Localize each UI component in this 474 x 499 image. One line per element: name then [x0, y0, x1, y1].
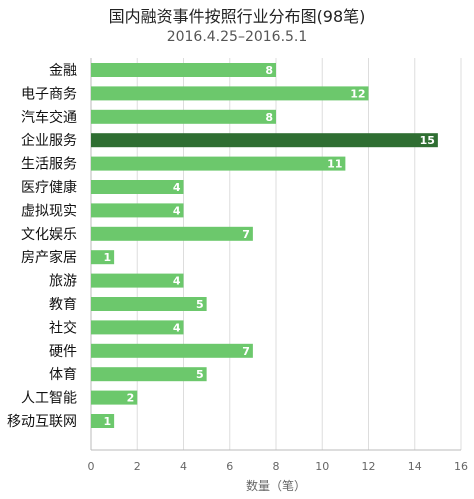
- x-axis-label: 数量（笔）: [246, 478, 306, 493]
- bar: [91, 297, 207, 311]
- bar: [91, 273, 184, 288]
- category-label: 社交: [49, 319, 77, 336]
- category-label: 生活服务: [21, 157, 77, 173]
- data-label: 1: [103, 415, 111, 428]
- bar: [91, 133, 438, 148]
- data-label: 15: [420, 134, 435, 147]
- data-label: 12: [350, 87, 365, 100]
- category-label: 文化娱乐: [21, 227, 77, 243]
- data-label: 8: [265, 64, 273, 77]
- category-label: 体育: [49, 367, 77, 383]
- x-tick-label: 0: [88, 460, 95, 473]
- category-labels: 金融电子商务汽车交通企业服务生活服务医疗健康虚拟现实文化娱乐房产家居旅游教育社交…: [7, 63, 77, 430]
- category-label: 教育: [49, 297, 77, 313]
- bar: [91, 180, 184, 194]
- category-label: 汽车交通: [21, 109, 77, 126]
- data-label: 7: [242, 228, 250, 241]
- category-label: 企业服务: [21, 132, 77, 149]
- data-label: 11: [327, 158, 342, 171]
- x-tick-label: 12: [362, 460, 376, 473]
- chart-title: 国内融资事件按照行业分布图(98笔): [109, 7, 366, 26]
- x-tick-label: 16: [454, 460, 468, 473]
- bar: [91, 320, 184, 335]
- data-label: 4: [173, 275, 181, 288]
- x-tick-label: 14: [408, 460, 422, 473]
- category-label: 房产家居: [21, 249, 77, 266]
- data-label: 7: [242, 345, 250, 358]
- category-label: 旅游: [49, 274, 77, 290]
- bar: [91, 226, 253, 241]
- x-tick-label: 6: [226, 460, 233, 473]
- category-label: 移动互联网: [7, 414, 77, 430]
- data-label: 4: [173, 204, 181, 217]
- data-label: 4: [173, 321, 181, 334]
- x-tick-labels: 0 2 4 6 8 10 12 14 16: [88, 460, 469, 473]
- category-label: 虚拟现实: [21, 203, 77, 219]
- bar: [91, 343, 253, 358]
- bar: [91, 63, 276, 77]
- data-label: 8: [265, 111, 273, 124]
- bar: [91, 390, 138, 405]
- bar: [91, 250, 115, 265]
- bar: [91, 203, 184, 218]
- x-tick-label: 10: [315, 460, 329, 473]
- bar: [91, 414, 115, 428]
- data-label: 2: [127, 392, 135, 405]
- bar: [91, 86, 369, 101]
- data-label: 5: [196, 368, 204, 381]
- category-label: 电子商务: [21, 86, 77, 102]
- chart-subtitle: 2016.4.25–2016.5.1: [167, 29, 308, 45]
- category-label: 医疗健康: [21, 179, 77, 196]
- x-tick-label: 2: [134, 460, 141, 473]
- bar: [91, 156, 346, 171]
- bars: [91, 63, 438, 428]
- x-tick-label: 4: [180, 460, 187, 473]
- category-label: 金融: [49, 63, 77, 79]
- category-label: 硬件: [49, 344, 77, 360]
- data-label: 5: [196, 298, 204, 311]
- bar: [91, 367, 207, 382]
- category-label: 人工智能: [21, 391, 77, 407]
- bar: [91, 109, 276, 124]
- x-tick-label: 8: [273, 460, 280, 473]
- data-label: 1: [103, 251, 111, 264]
- data-label: 4: [173, 181, 181, 194]
- data-labels: 8 12 8 15 11 4 4 7 1 4 5 4 7 5 2 1: [103, 64, 434, 428]
